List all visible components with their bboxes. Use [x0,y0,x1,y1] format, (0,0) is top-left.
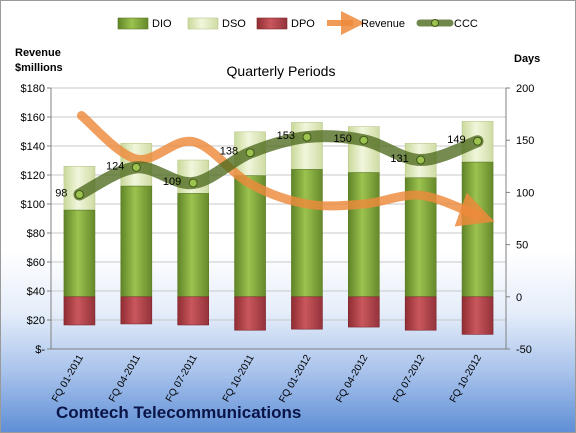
ccc-point [473,136,483,146]
ccc-point [131,162,141,172]
right-tick-label: 150 [516,135,534,147]
bar-dpo [63,296,96,326]
bar-dpo [348,296,380,328]
legend-label-dio: DIO [152,18,172,30]
x-tick-label: FQ 01-2012 [277,353,313,405]
legend: DIO DSO DPO Revenue CCC [117,11,478,35]
legend-label-revenue: Revenue [361,18,405,30]
left-tick-label: $120 [21,170,45,182]
gridlines [51,87,506,350]
left-tick-label: $40 [27,286,45,298]
bar-dpo [234,296,266,331]
ccc-data-label: 138 [220,146,238,158]
left-tick-label: $100 [21,199,45,211]
bar-dio [177,193,209,298]
company-name: Comtech Telecommunications [56,403,302,422]
x-tick-label: FQ 10-2011 [221,353,257,404]
left-tick-label: $60 [27,257,45,269]
right-tick-label: 0 [516,292,522,304]
bar-dpo [461,296,494,335]
bar-dio [234,175,266,298]
left-tick-label: $180 [21,83,45,95]
left-axis-label-line1: Revenue [15,47,61,59]
legend-label-dso: DSO [222,18,246,30]
bar-dpo [177,296,209,326]
right-tick-label: 100 [516,187,534,199]
legend-label-ccc: CCC [454,18,478,30]
lines-layer: 98 124 109 138 153 150 131 149 [55,111,495,227]
x-tick-label: FQ 01-2011 [50,353,86,404]
ccc-point [359,135,369,145]
ccc-point [245,148,255,158]
bar-dio [461,161,494,298]
legend-label-dpo: DPO [291,18,315,30]
legend-swatch-dio [117,17,149,30]
bar-dpo [120,296,153,325]
x-tick-label: FQ 07-2011 [164,353,200,404]
x-tick-label: FQ 04-2011 [107,353,143,404]
x-tick-label: FQ 10-2012 [448,353,484,405]
left-tick-label: $20 [27,315,45,327]
legend-swatch-dpo [256,17,288,30]
legend-swatch-dso [187,17,219,30]
right-tick-label: 50 [516,240,528,252]
ccc-data-label: 124 [106,160,124,172]
ccc-data-label: 109 [163,176,181,188]
right-tick-label: -50 [516,344,532,356]
chart-title: Quarterly Periods [227,63,336,79]
ccc-data-label: 131 [390,153,408,165]
x-tick-label: FQ 04-2012 [334,353,370,405]
bar-dpo [291,296,323,330]
bar-dpo [404,296,437,331]
bar-dio [63,209,96,298]
left-tick-label: $80 [27,228,45,240]
left-axis-label-line2: $millions [15,62,63,74]
ccc-data-label: 153 [277,130,295,142]
left-tick-label: $140 [21,141,45,153]
x-tick-label: FQ 07-2012 [391,353,427,405]
ccc-point [416,155,426,165]
ccc-point [188,178,198,188]
ccc-data-label: 98 [55,187,67,199]
ccc-point [302,132,312,142]
left-tick-label: $160 [21,112,45,124]
bar-dio [120,185,153,298]
ccc-data-label: 150 [333,133,351,145]
bar-dio [291,169,323,298]
ccc-data-label: 149 [447,134,465,146]
right-axis-label: Days [514,53,540,65]
bar-dio [348,172,380,298]
legend-marker-ccc [431,19,439,27]
ccc-point [74,189,84,199]
right-tick-label: 200 [516,83,534,95]
left-tick-label: $- [35,344,45,356]
bar-dso [291,122,323,170]
revenue-line [76,111,495,227]
